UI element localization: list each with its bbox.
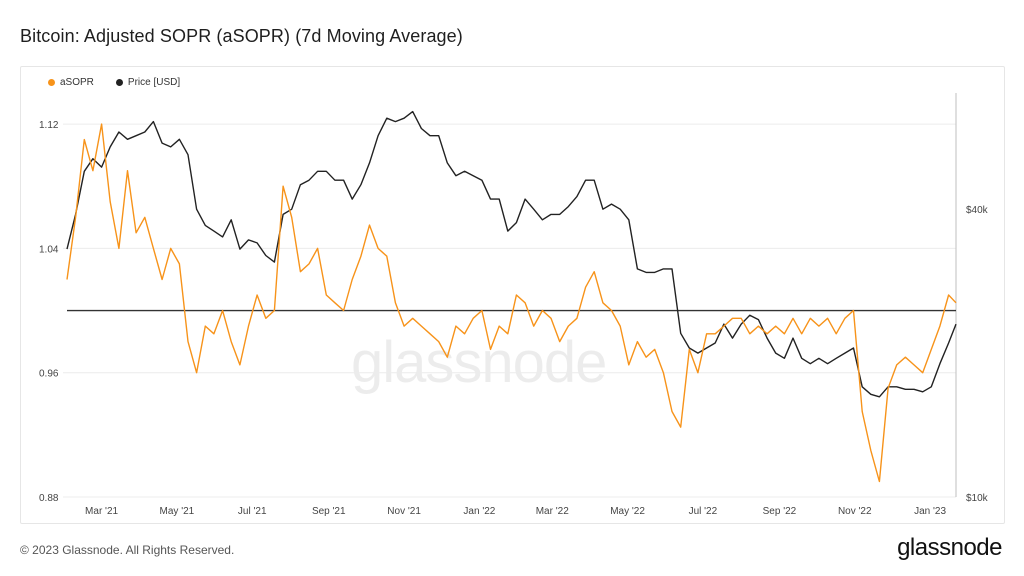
chart-plot[interactable]: 1.12 1.04 0.96 0.88 $40k $10k Mar '21 May '21 Ju… xyxy=(21,67,1004,523)
x-tick-label: May '21 xyxy=(160,506,195,517)
chart-frame: aSOPR Price [USD] glassnode 1.12 1.04 0.96… xyxy=(20,66,1005,524)
x-tick-label: May '22 xyxy=(610,506,645,517)
legend-label-price: Price [USD] xyxy=(127,77,181,88)
copyright-text: © 2023 Glassnode. All Rights Reserved. xyxy=(20,543,235,557)
y-right-tick-label: $10k xyxy=(966,493,989,504)
x-tick-label: Sep '21 xyxy=(312,506,346,517)
x-tick-label: Sep '22 xyxy=(763,506,797,517)
x-tick-label: Jan '22 xyxy=(463,506,495,517)
legend-item-price[interactable]: Price [USD] xyxy=(115,77,181,88)
asopr-legend-dot xyxy=(48,79,55,86)
asopr-series-line xyxy=(66,123,957,483)
chart-title: Bitcoin: Adjusted SOPR (aSOPR) (7d Movin… xyxy=(20,26,463,46)
x-tick-label: Nov '21 xyxy=(387,506,421,517)
y-left-tick-label: 0.88 xyxy=(39,493,59,504)
price-series-line xyxy=(66,110,957,398)
legend-item-asopr[interactable]: aSOPR xyxy=(48,77,94,88)
legend-label-asopr: aSOPR xyxy=(60,77,94,88)
legend: aSOPR Price [USD] xyxy=(48,77,180,88)
x-tick-label: Mar '21 xyxy=(85,506,118,517)
x-tick-label: Mar '22 xyxy=(536,506,569,517)
y-left-tick-label: 1.04 xyxy=(39,244,59,255)
x-tick-label: Jan '23 xyxy=(914,506,946,517)
y-left-tick-label: 0.96 xyxy=(39,369,59,380)
price-legend-dot xyxy=(115,79,123,86)
y-right-tick-label: $40k xyxy=(966,205,989,216)
x-tick-label: Nov '22 xyxy=(838,506,872,517)
y-left-tick-label: 1.12 xyxy=(39,120,59,131)
x-tick-label: Jul '21 xyxy=(238,506,267,517)
brand-logo: glassnode xyxy=(897,534,1002,561)
x-tick-label: Jul '22 xyxy=(689,506,718,517)
